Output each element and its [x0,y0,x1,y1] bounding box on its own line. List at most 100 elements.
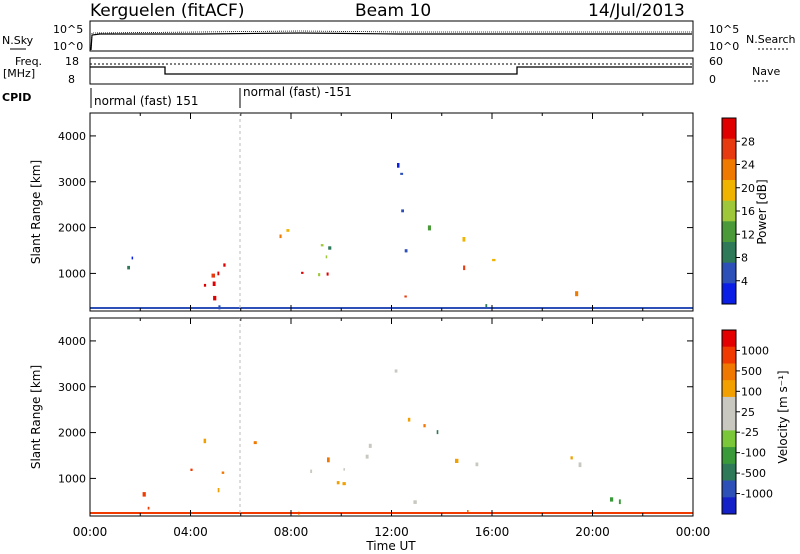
scatter-cell [427,225,431,231]
colorbar-swatch [722,242,736,264]
noise-tick-low-left: 10^0 [53,40,83,53]
scatter-cell [336,481,340,485]
colorbar-swatch [722,262,736,284]
time-axis-label: Time UT [365,539,416,553]
scatter-cell [212,281,216,286]
noise-panel: N.Sky 10^5 10^0 10^5 10^0 N.Search [2,20,796,53]
scatter-cell [492,258,496,262]
noise-tick-low-right: 10^0 [709,40,739,53]
date-title: 14/Jul/2013 [588,1,685,21]
scatter-cell [221,471,225,474]
nsky-trace [90,32,692,51]
time-tick-label: 00:00 [73,525,108,539]
scatter-cell [413,500,417,504]
colorbar-swatch [722,430,736,448]
nave-label: Nave [752,65,780,78]
time-tick-label: 04:00 [173,525,208,539]
colorbar-swatch [722,159,736,181]
scatter-cell [327,457,330,463]
scatter-cell [310,469,313,473]
scatter-cell [211,273,215,278]
noise-tick-high-left: 10^5 [53,23,83,36]
velocity-ylabel: Slant Range [km] [29,365,43,469]
time-tick-label: 16:00 [475,525,510,539]
colorbar-tick-label: 24 [741,159,755,172]
colorbar-tick-label: -1000 [741,488,773,501]
nsearch-trace [90,30,692,51]
scatter-cell [223,263,226,267]
scatter-cell [279,234,282,239]
y-tick-label: 3000 [58,176,86,189]
scatter-cell [301,271,304,274]
colorbar-frame [721,329,737,515]
noise-tick-high-right: 10^5 [709,23,739,36]
colorbar-swatch [722,283,736,305]
colorbar-tick-label: 8 [741,252,748,265]
scatter-cell [253,441,257,445]
scatter-cell [394,369,398,373]
scatter-cell [326,272,329,276]
velocity-colorbar-label: Velocity [m s⁻¹] [776,370,790,463]
freq-tick-8: 8 [68,73,75,86]
colorbar-swatch [722,463,736,481]
colorbar-tick-label: 28 [741,135,755,148]
scatter-cell [190,468,193,471]
scatter-cell [401,209,404,213]
colorbar-swatch [722,363,736,381]
freq-label-2: [MHz] [3,67,35,80]
scatter-cell [142,492,146,497]
y-tick-label: 1000 [58,472,86,485]
scatter-cell [203,283,207,287]
scatter-cell [203,438,207,444]
scatter-cell [436,430,439,435]
nsearch-label: N.Search [746,33,796,46]
colorbar-swatch [722,200,736,222]
scatter-cell [618,499,621,505]
power-ylabel: Slant Range [km] [29,160,43,264]
power-axes: 1000 2000 3000 4000 [58,113,694,311]
scatter-cell [320,244,324,247]
power-colorbar-label: Power [dB] [755,179,769,244]
time-tick-label: 12:00 [374,525,409,539]
scatter-cell [610,497,614,502]
freq-panel-frame [89,57,694,85]
colorbar-tick-label: -100 [741,447,766,460]
cpid-label: CPID [2,91,31,104]
station-title: Kerguelen (fitACF) [90,1,244,21]
noise-panel-frame [89,20,694,52]
colorbar-tick-label: 100 [741,385,762,398]
scatter-cell [127,265,130,270]
scatter-cell [318,273,321,277]
scatter-cell [475,462,479,467]
scatter-cell [570,456,573,460]
velocity-axes: 1000 2000 3000 4000 [58,318,694,516]
freq-panel: Freq. [MHz] 18 8 60 0 Nave [3,55,780,86]
scatter-cell [217,271,220,276]
colorbar-swatch [722,221,736,243]
colorbar-tick-label: 16 [741,205,755,218]
colorbar-swatch [722,413,736,431]
colorbar-tick-label: 1000 [741,344,769,357]
scatter-cell [365,454,369,459]
scatter-cell [404,295,407,298]
scatter-cell [217,488,220,493]
colorbar-tick-label: -25 [741,426,759,439]
scatter-cell [325,255,328,259]
y-tick-label: 4000 [58,335,86,348]
scatter-cell [147,506,150,510]
scatter-cell [463,265,466,271]
velocity-panel-frame [89,317,694,517]
colorbar-tick-label: 4 [741,275,748,288]
scatter-cell [213,295,217,301]
scatter-cell [467,510,469,513]
scatter-cell [343,468,345,471]
scatter-cell [404,249,408,253]
nsky-label: N.Sky [2,34,34,47]
colorbar-swatch [722,396,736,415]
colorbar-swatch [722,497,736,515]
colorbar-swatch [722,180,736,202]
time-tick-label: 20:00 [575,525,610,539]
y-tick-label: 4000 [58,130,86,143]
velocity-data-layer [90,369,693,515]
